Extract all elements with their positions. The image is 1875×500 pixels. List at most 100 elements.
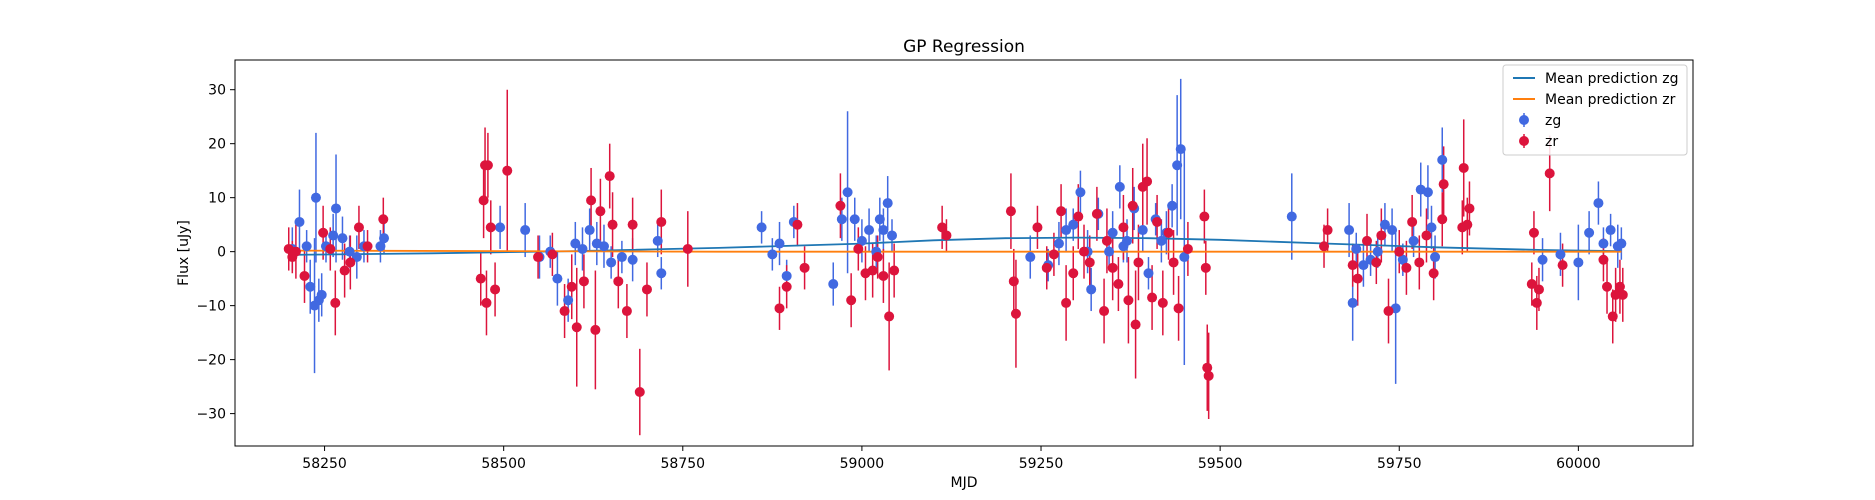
data-point-zr [559,306,570,317]
data-point-zg [316,289,327,300]
data-point-zg [1426,222,1437,233]
data-point-zg [874,214,885,225]
data-point-zg [375,241,386,252]
data-point-zr [1528,227,1539,238]
data-point-zr [1533,284,1544,295]
data-point-zg [878,225,889,236]
data-point-zr [339,265,350,276]
data-point-zr [1101,235,1112,246]
data-point-zr [1147,292,1158,303]
data-point-zg [552,273,563,284]
data-point-zr [578,276,589,287]
data-point-zg [1555,249,1566,260]
data-point-zr [318,227,329,238]
data-point-zr [1010,308,1021,319]
data-point-zg [1175,144,1186,155]
data-point-zg [1104,246,1115,257]
data-point-zr [1401,262,1412,273]
legend-label-zr: zr [1545,134,1558,150]
data-point-zg [849,214,860,225]
data-point-zr [1133,257,1144,268]
data-point-zg [520,225,531,236]
data-point-zr [566,281,577,292]
data-point-zr [781,281,792,292]
data-point-zr [1610,289,1621,300]
data-point-zr [1005,206,1016,217]
data-point-zg [577,243,588,254]
x-axis-label: MJD [951,475,978,491]
data-point-zr [1079,246,1090,257]
data-point-zg [1344,225,1355,236]
data-point-zr [1458,162,1469,173]
data-point-zr [607,219,618,230]
data-point-zr [1462,219,1473,230]
data-point-zg [1068,219,1079,230]
data-point-zr [621,306,632,317]
legend-label-zg-mean: Mean prediction zg [1545,71,1679,87]
data-point-zg [1053,238,1064,249]
data-point-zr [1617,289,1628,300]
data-point-zr [571,322,582,333]
data-point-zr [1598,254,1609,265]
data-point-zr [884,311,895,322]
data-point-zg [1379,219,1390,230]
data-point-zg [886,230,897,241]
y-tick-label: −30 [196,407,226,423]
data-point-zr [867,265,878,276]
mean-line-zr [288,249,1622,253]
x-tick-label: 59750 [1377,456,1422,472]
legend: Mean prediction zg Mean prediction zr zg… [1502,64,1688,156]
data-point-zg [1172,160,1183,171]
data-point-zr [1438,179,1449,190]
data-point-zr [1437,214,1448,225]
data-point-zr [1107,262,1118,273]
data-point-zr [613,276,624,287]
data-point-zg [856,235,867,246]
data-point-zr [345,257,356,268]
data-point-zr [1142,176,1153,187]
data-point-zg [1351,243,1362,254]
data-point-zr [641,284,652,295]
data-point-zg [1422,187,1433,198]
data-point-zg [1167,200,1178,211]
data-point-zg [774,238,785,249]
y-axis-ticks: −30 −20 −10 0 10 20 30 [196,83,235,423]
data-point-zg [1358,260,1369,271]
data-point-zr [1113,279,1124,290]
data-point-zr [1073,211,1084,222]
data-point-zr [1099,306,1110,317]
data-point-zg [598,241,609,252]
data-point-zr [330,297,341,308]
data-point-zr [1557,260,1568,271]
data-point-zg [1114,181,1125,192]
data-point-zr [1182,243,1193,254]
data-point-zg [836,214,847,225]
data-point-zg [570,238,581,249]
data-point-zr [490,284,501,295]
x-tick-label: 59250 [1019,456,1064,472]
data-point-zr [1614,281,1625,292]
data-point-zg [1437,154,1448,165]
data-point-zr [482,160,493,171]
legend-marker-zr [1519,136,1529,146]
data-point-zr [1322,225,1333,236]
data-point-zg [756,222,767,233]
data-point-zg [305,281,316,292]
data-point-zr [502,165,513,176]
data-point-zr [1041,262,1052,273]
data-point-zg [379,233,390,244]
data-point-zg [828,279,839,290]
data-points-layer [283,144,1628,398]
chart-title: GP Regression [903,37,1025,57]
data-point-zg [1584,227,1595,238]
data-point-zg [563,295,574,306]
data-point-zg [344,246,355,257]
x-tick-label: 59500 [1198,456,1243,472]
data-point-zr [634,387,645,398]
data-point-zr [1168,257,1179,268]
data-point-zr [1152,216,1163,227]
data-point-zr [1376,230,1387,241]
data-point-zg [627,254,638,265]
legend-label-zg: zg [1545,113,1561,129]
